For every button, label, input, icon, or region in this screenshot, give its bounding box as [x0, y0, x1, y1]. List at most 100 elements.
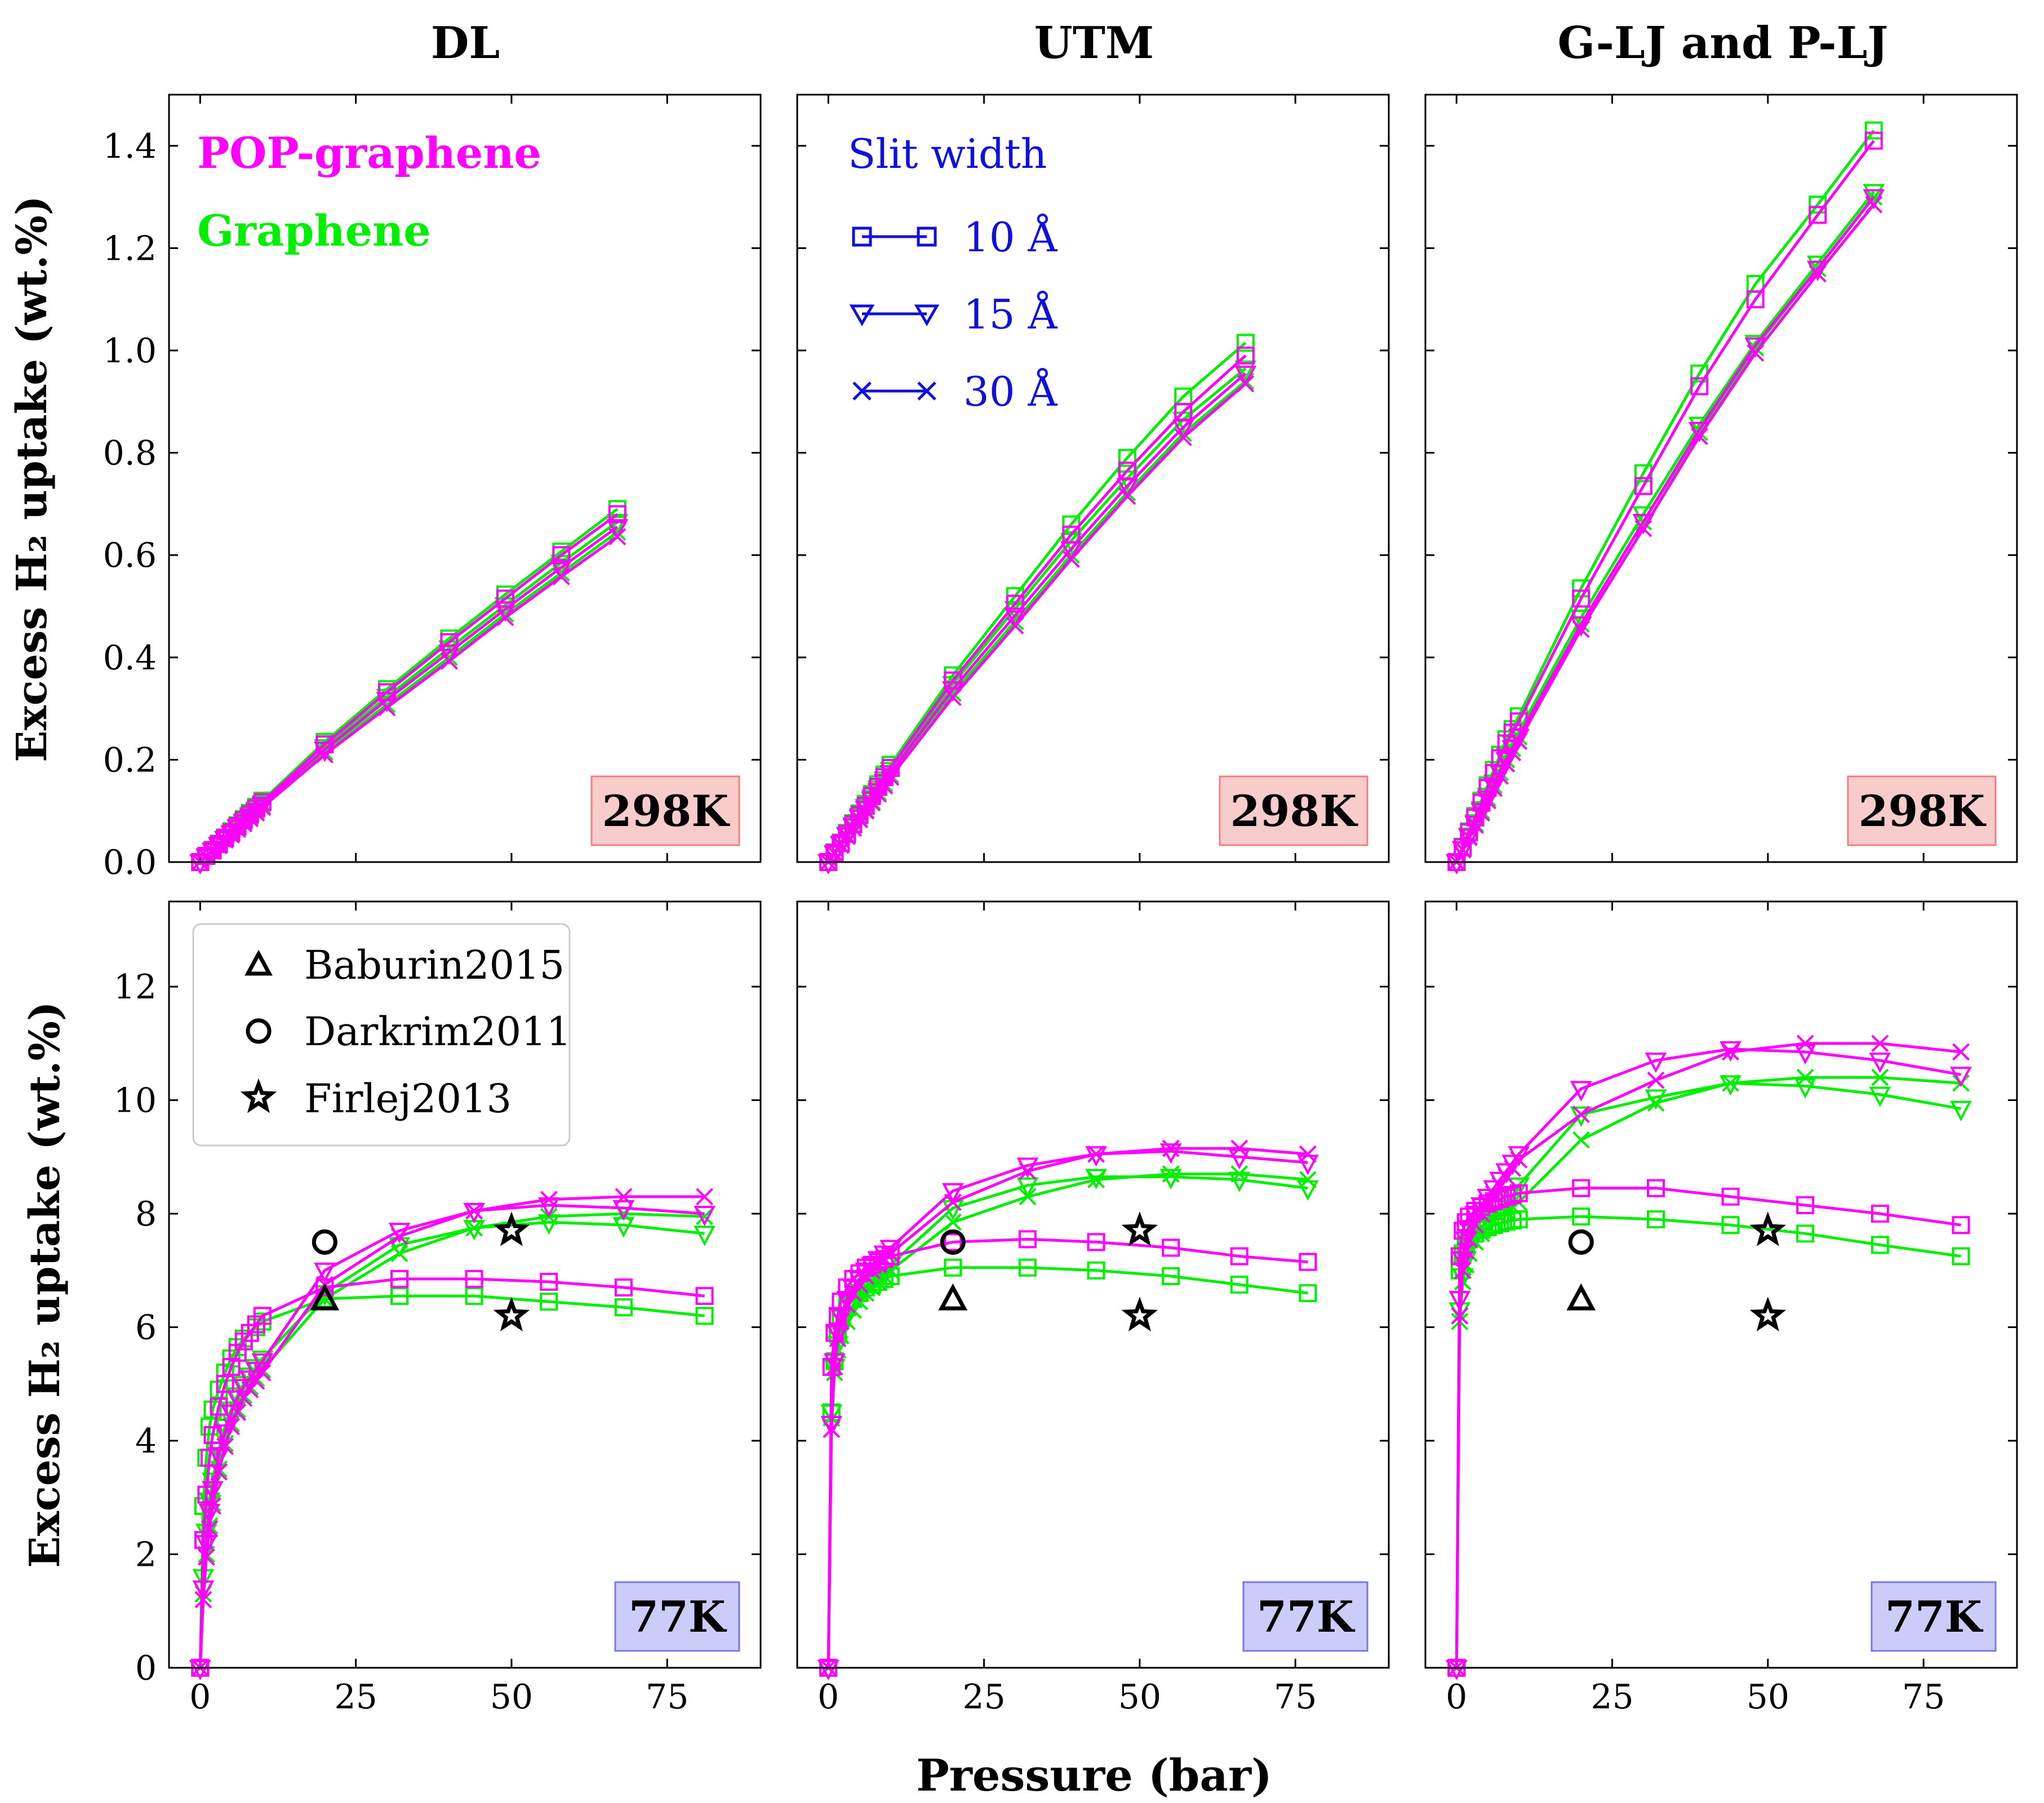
- y-tick-label: 0.8: [103, 434, 157, 473]
- legend-darkrim-label: Darkrim2011: [304, 1009, 571, 1055]
- temperature-badge: [1219, 775, 1368, 846]
- data-point: [1172, 419, 1194, 440]
- data-point: [1498, 1168, 1516, 1186]
- series-line: [827, 1147, 1308, 1668]
- data-point: [614, 1278, 633, 1297]
- data-point: [1952, 1247, 1970, 1265]
- xlabel: Pressure (bar): [916, 1750, 1272, 1801]
- legend-firlej-label: Firlej2013: [304, 1076, 512, 1122]
- data-point: [496, 589, 514, 608]
- legend-square-marker: [917, 227, 937, 247]
- data-point: [608, 505, 626, 523]
- data-point: [251, 1350, 274, 1371]
- data-point: [1174, 428, 1192, 446]
- temperature-badge-label: 298K: [1859, 786, 1987, 836]
- data-point: [1690, 377, 1709, 396]
- legend-pop-graphene: POP-graphene: [197, 128, 541, 178]
- data-point: [1634, 519, 1652, 538]
- panel: 298K: [796, 94, 1390, 875]
- data-point: [606, 519, 629, 540]
- panel-frame: [796, 900, 1390, 1669]
- data-point: [1869, 1053, 1891, 1073]
- temperature-badge-label: 298K: [1230, 786, 1359, 836]
- data-point: [390, 1269, 408, 1288]
- data-point: [1230, 1139, 1248, 1157]
- data-point: [465, 1287, 483, 1305]
- data-point: [1491, 1176, 1509, 1194]
- temperature-badge-label: 77K: [629, 1592, 727, 1642]
- experiment-point-darkrim: [1568, 1229, 1594, 1255]
- data-point: [1646, 1179, 1665, 1197]
- data-point: [1950, 1067, 1972, 1087]
- x-tick-label: 50: [490, 1677, 533, 1717]
- experiment-point-baburin: [1566, 1283, 1596, 1311]
- data-point: [1087, 1261, 1105, 1280]
- data-point: [378, 699, 396, 717]
- experiment-point-firlej: [1121, 1296, 1158, 1331]
- legend-slit-width-title: Slit width: [848, 130, 1047, 177]
- y-tick-label: 0.0: [103, 843, 157, 882]
- data-point: [1871, 1034, 1889, 1053]
- legend-baburin-marker: [245, 949, 273, 976]
- data-point: [251, 797, 274, 818]
- data-point: [1116, 478, 1139, 499]
- experiment-point-firlej: [1749, 1211, 1787, 1246]
- data-point: [1690, 428, 1708, 445]
- data-point: [1572, 1207, 1590, 1226]
- data-point: [608, 528, 626, 545]
- data-point: [228, 1343, 247, 1362]
- data-point: [1296, 1154, 1319, 1175]
- data-point: [1870, 1205, 1889, 1223]
- legend-slit-width-label: 10 Å: [963, 213, 1058, 261]
- legend-graphene: Graphene: [197, 206, 431, 256]
- data-point: [1572, 1179, 1590, 1197]
- data-point: [1870, 1236, 1889, 1254]
- data-point: [1721, 1187, 1740, 1206]
- temperature-badge: [1870, 1581, 1997, 1652]
- data-point: [540, 1293, 558, 1311]
- column-title-utm: UTM: [1034, 17, 1154, 69]
- data-point: [1467, 816, 1484, 834]
- data-point: [944, 689, 962, 707]
- y-tick-label: 2: [135, 1535, 157, 1575]
- data-point: [1864, 121, 1883, 140]
- data-point: [1794, 1078, 1816, 1099]
- experiment-point-firlej: [493, 1211, 530, 1246]
- series-line: [827, 1266, 1308, 1668]
- x-tick-label: 25: [962, 1677, 1005, 1717]
- data-point: [1004, 607, 1027, 628]
- series-line: [1455, 130, 1875, 863]
- data-point: [1747, 344, 1765, 362]
- data-point: [1473, 1205, 1490, 1223]
- data-point: [1467, 1216, 1484, 1234]
- y-tick-label: 12: [114, 967, 157, 1007]
- data-point: [1299, 1171, 1317, 1189]
- data-point: [1479, 792, 1496, 810]
- y-tick-label: 10: [114, 1081, 157, 1121]
- x-tick-label: 0: [1446, 1677, 1467, 1717]
- data-point: [194, 1591, 212, 1609]
- data-point: [1497, 1187, 1516, 1206]
- data-point: [1869, 1086, 1891, 1107]
- data-point: [832, 836, 850, 854]
- experiment-legend: Baburin2015 Darkrim2011 Firlej2013: [192, 923, 571, 1147]
- panel-frame: [1424, 900, 2018, 1669]
- series-line: [1455, 1076, 1961, 1668]
- experiment-point-baburin: [938, 1283, 968, 1311]
- data-point: [1016, 1177, 1039, 1198]
- data-point: [1570, 1081, 1592, 1102]
- y-tick-label: 0.4: [103, 638, 157, 678]
- y-tick-label: 8: [135, 1194, 157, 1234]
- data-point: [1572, 1105, 1590, 1123]
- experiment-point-firlej: [1121, 1211, 1158, 1246]
- series-line: [827, 1237, 1308, 1668]
- y-tick-label: 1.0: [103, 331, 157, 371]
- data-point: [1118, 448, 1136, 467]
- data-point: [465, 1219, 483, 1237]
- y-tick-label: 1.4: [103, 127, 157, 166]
- data-point: [1060, 541, 1082, 562]
- data-point: [1451, 1307, 1469, 1325]
- data-point: [1118, 487, 1136, 505]
- data-point: [1454, 841, 1472, 859]
- data-point: [1299, 1253, 1317, 1271]
